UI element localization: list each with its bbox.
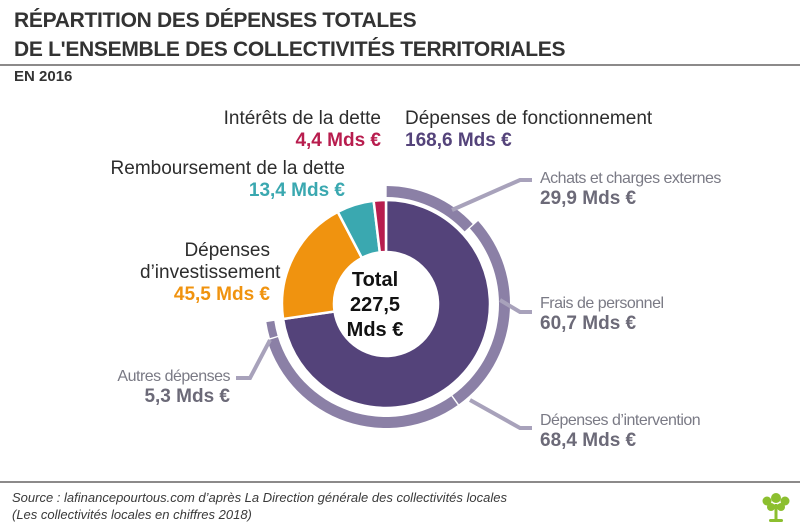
label-remboursement-name: Remboursement de la dette — [110, 158, 345, 179]
outer-slice-autres — [266, 320, 278, 339]
slice-investissement — [280, 210, 364, 321]
label-personnel-name: Frais de personnel — [540, 295, 664, 312]
source-line-1: Source : lafinancepourtous.com d’après L… — [12, 490, 507, 505]
slice-fonctionnement — [281, 198, 492, 410]
label-interets: Intérêts de la dette 4,4 Mds € — [221, 108, 381, 152]
footer-divider — [0, 481, 800, 483]
label-achats: Achats et charges externes 29,9 Mds € — [540, 170, 721, 210]
total-label: Total 227,5 Mds € — [325, 268, 425, 343]
outer-slice-personnel — [452, 220, 510, 405]
label-remboursement: Remboursement de la dette 13,4 Mds € — [100, 158, 345, 202]
label-intervention-name: Dépenses d’intervention — [540, 412, 701, 429]
tree-logo-icon — [762, 493, 790, 522]
total-line-1: Total — [351, 269, 399, 291]
label-autres: Autres dépenses 5,3 Mds € — [105, 368, 230, 408]
label-intervention-value: 68,4 Mds € — [540, 430, 637, 451]
total-line-3: Mds € — [346, 319, 404, 341]
label-interets-value: 4,4 Mds € — [295, 130, 381, 151]
chart-subtitle: EN 2016 — [14, 68, 73, 85]
source-note: Source : lafinancepourtous.com d’après L… — [12, 489, 507, 523]
label-fonctionnement-value: 168,6 Mds € — [405, 130, 512, 151]
label-investissement-name-2: d’investissement — [140, 262, 281, 283]
source-line-2: (Les collectivités locales en chiffres 2… — [12, 507, 252, 522]
slice-interets — [372, 198, 388, 254]
label-intervention: Dépenses d’intervention 68,4 Mds € — [540, 412, 701, 452]
label-personnel: Frais de personnel 60,7 Mds € — [540, 295, 664, 335]
outer-slice-intervention — [267, 337, 458, 428]
leader-autres — [236, 339, 272, 380]
title-line-2: DE L'ENSEMBLE DES COLLECTIVITÉS TERRITOR… — [14, 38, 566, 61]
label-achats-name: Achats et charges externes — [540, 170, 721, 187]
label-interets-name: Intérêts de la dette — [223, 108, 381, 129]
leader-achats — [451, 178, 532, 212]
label-fonctionnement-name: Dépenses de fonctionnement — [405, 108, 653, 129]
label-autres-name: Autres dépenses — [117, 368, 230, 385]
title-line-1: RÉPARTITION DES DÉPENSES TOTALES — [14, 9, 417, 32]
leader-intervention — [469, 398, 532, 430]
leader-personnel — [498, 298, 532, 314]
title-divider — [0, 64, 800, 66]
total-line-2: 227,5 — [349, 294, 401, 316]
label-investissement-name-1: Dépenses — [184, 240, 270, 261]
label-personnel-value: 60,7 Mds € — [540, 313, 637, 334]
label-fonctionnement: Dépenses de fonctionnement 168,6 Mds € — [405, 108, 652, 152]
label-investissement-value: 45,5 Mds € — [173, 284, 270, 305]
label-achats-value: 29,9 Mds € — [540, 188, 637, 209]
label-investissement: Dépenses d’investissement 45,5 Mds € — [140, 240, 281, 306]
label-autres-value: 5,3 Mds € — [144, 386, 230, 407]
outer-slice-achats — [386, 186, 473, 232]
chart-title: RÉPARTITION DES DÉPENSES TOTALES DE L'EN… — [14, 6, 565, 64]
label-remboursement-value: 13,4 Mds € — [248, 180, 345, 201]
